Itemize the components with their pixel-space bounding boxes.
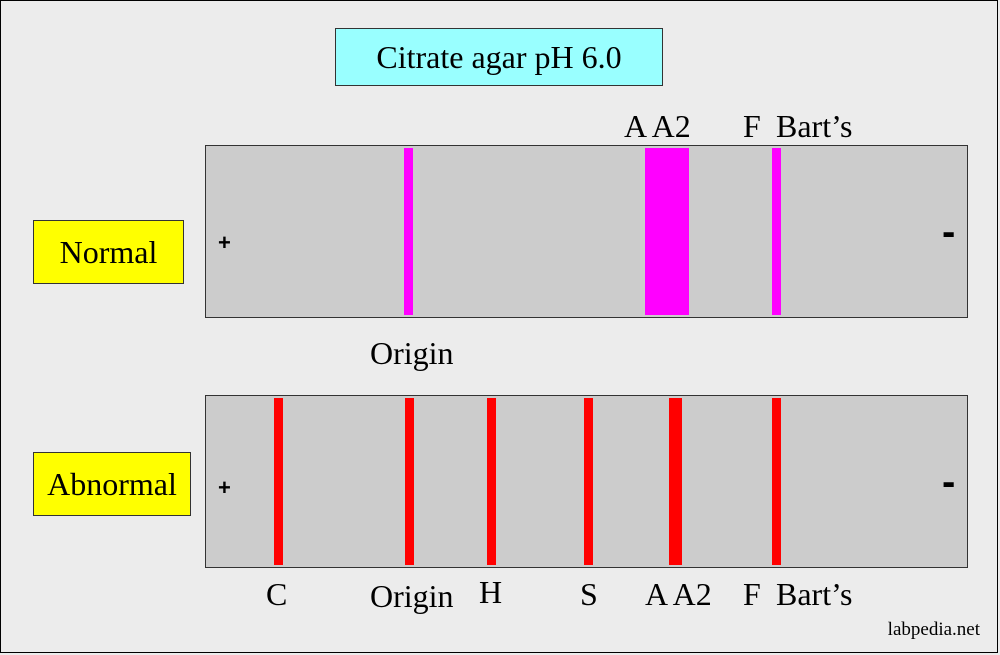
abnormal-label-s: S — [580, 576, 598, 612]
title-text: Citrate agar pH 6.0 — [376, 38, 622, 75]
abnormal-label-h: H — [479, 574, 503, 610]
abnormal-label-origin: Origin — [370, 578, 454, 614]
abnormal-band-h — [487, 398, 496, 565]
title-box: Citrate agar pH 6.0 — [335, 28, 663, 86]
normal-band-barts — [772, 148, 781, 315]
normal-minus-sign: - — [942, 210, 956, 254]
abnormal-band-origin — [405, 398, 414, 565]
normal-band-a-a2 — [645, 148, 689, 315]
abnormal-band-s — [584, 398, 593, 565]
abnormal-band-a-a2 — [669, 398, 682, 565]
abnormal-label-barts: Bart’s — [776, 576, 853, 612]
abnormal-band-f — [772, 398, 781, 565]
abnormal-plus-sign: + — [218, 475, 231, 500]
abnormal-band-c — [274, 398, 283, 565]
normal-label-text: Normal — [59, 233, 158, 270]
normal-label-f: F — [743, 108, 761, 144]
abnormal-minus-sign: - — [942, 460, 956, 504]
abnormal-lane: + - — [205, 395, 968, 568]
normal-label-a-a2: A A2 — [624, 108, 691, 144]
normal-plus-sign: + — [218, 230, 231, 255]
abnormal-label-c: C — [266, 576, 288, 612]
normal-origin-label: Origin — [370, 335, 454, 371]
credit-text: labpedia.net — [887, 619, 980, 640]
normal-label-box: Normal — [33, 220, 184, 284]
abnormal-label-f: F — [743, 576, 761, 612]
abnormal-label-a-a2: A A2 — [645, 576, 712, 612]
abnormal-label-text: Abnormal — [47, 465, 177, 502]
abnormal-label-box: Abnormal — [33, 452, 191, 516]
normal-lane: + - — [205, 145, 968, 318]
normal-band-origin — [404, 148, 413, 315]
normal-label-barts: Bart’s — [776, 108, 853, 144]
